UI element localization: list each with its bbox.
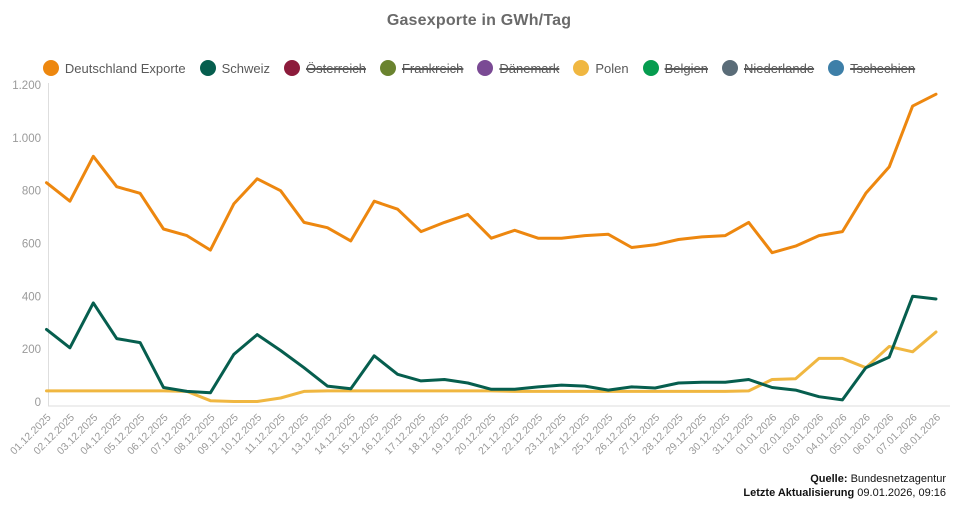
legend-label: Niederlande — [743, 60, 815, 76]
legend-label: Deutschland Exporte — [64, 60, 186, 76]
legend-item-niederlande[interactable]: Niederlande — [721, 60, 815, 76]
y-axis-label: 400 — [22, 291, 41, 303]
legend-label: Polen — [595, 60, 629, 76]
legend-label: Belgien — [664, 60, 708, 76]
y-axis-label: 200 — [22, 344, 41, 356]
legend-swatch-icon — [379, 60, 396, 76]
legend-item-frankreich[interactable]: Frankreich — [379, 60, 464, 76]
legend-label: Tschechien — [850, 60, 916, 76]
legend-swatch-icon — [721, 60, 738, 76]
legend: Deutschland Exporte Schweiz Österreich Fran… — [0, 60, 958, 76]
source-label: Quelle: — [810, 472, 848, 485]
series-line-deutschland-exporte — [45, 92, 938, 255]
legend-item-tschechien[interactable]: Tschechien — [828, 60, 915, 76]
y-axis-label: 600 — [22, 239, 41, 251]
source-line: Quelle: Bundesnetzagentur — [743, 472, 946, 487]
updated-label: Letzte Aktualisierung — [743, 487, 855, 500]
legend-label: Österreich — [305, 60, 366, 76]
legend-swatch-icon — [828, 60, 845, 76]
chart-title: Gasexporte in GWh/Tag — [386, 12, 572, 29]
chart-footer: Quelle: Bundesnetzagentur Letzte Aktuali… — [743, 472, 946, 501]
legend-label: Schweiz — [221, 60, 270, 76]
updated-value: 09.01.2026, 09:16 — [854, 487, 946, 500]
legend-item-polen[interactable]: Polen — [573, 60, 629, 76]
y-axis-label: 800 — [22, 186, 41, 198]
y-axis-label: 1.000 — [12, 133, 41, 145]
legend-label: Dänemark — [499, 60, 560, 76]
legend-item-schweiz[interactable]: Schweiz — [199, 60, 270, 76]
legend-swatch-icon — [199, 60, 216, 76]
legend-label: Frankreich — [401, 60, 464, 76]
legend-swatch-icon — [283, 60, 300, 76]
updated-line: Letzte Aktualisierung 09.01.2026, 09:16 — [743, 486, 946, 501]
legend-item-oesterreich[interactable]: Österreich — [283, 60, 366, 76]
legend-swatch-icon — [642, 60, 659, 76]
axis-frame — [48, 83, 950, 407]
legend-item-belgien[interactable]: Belgien — [642, 60, 708, 76]
y-axis-label: 0 — [35, 397, 41, 409]
series-line-polen — [45, 330, 938, 403]
legend-swatch-icon — [42, 60, 59, 76]
source-value: Bundesnetzagentur — [847, 472, 946, 485]
legend-item-deutschland-exporte[interactable]: Deutschland Exporte — [42, 60, 186, 76]
legend-item-daenemark[interactable]: Dänemark — [477, 60, 559, 76]
legend-swatch-icon — [477, 60, 494, 76]
legend-swatch-icon — [573, 60, 590, 76]
series-line-schweiz — [45, 294, 938, 402]
y-axis-label: 1.200 — [12, 80, 41, 92]
